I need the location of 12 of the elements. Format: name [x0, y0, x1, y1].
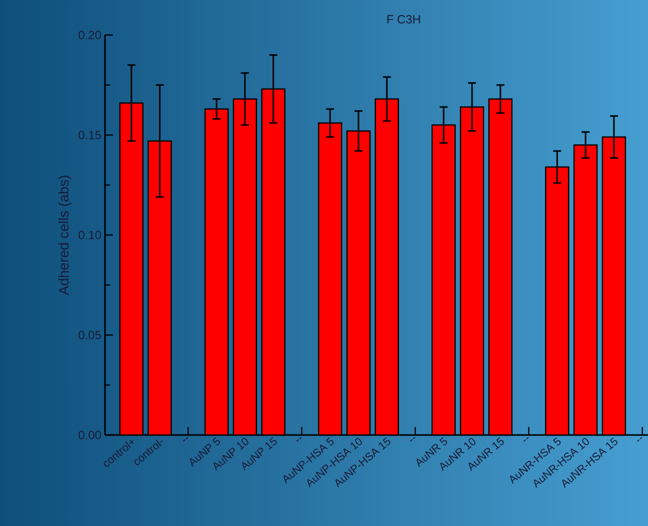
x-tick-label: --	[296, 436, 302, 442]
x-tick-label: --	[410, 436, 416, 442]
y-axis-title: Adhered cells (abs)	[58, 176, 72, 296]
x-tick-label: --	[182, 436, 188, 442]
y-tick-label: 0.05	[78, 330, 101, 340]
y-tick-label: 0.20	[78, 30, 102, 40]
y-tick-label: 0.00	[78, 430, 102, 440]
x-tick-label: --	[523, 436, 529, 442]
y-tick-label: 0.15	[78, 130, 101, 140]
y-tick-label: 0.10	[78, 230, 102, 240]
chart-title: F C3H	[387, 15, 420, 24]
x-tick-label: --	[636, 436, 642, 442]
